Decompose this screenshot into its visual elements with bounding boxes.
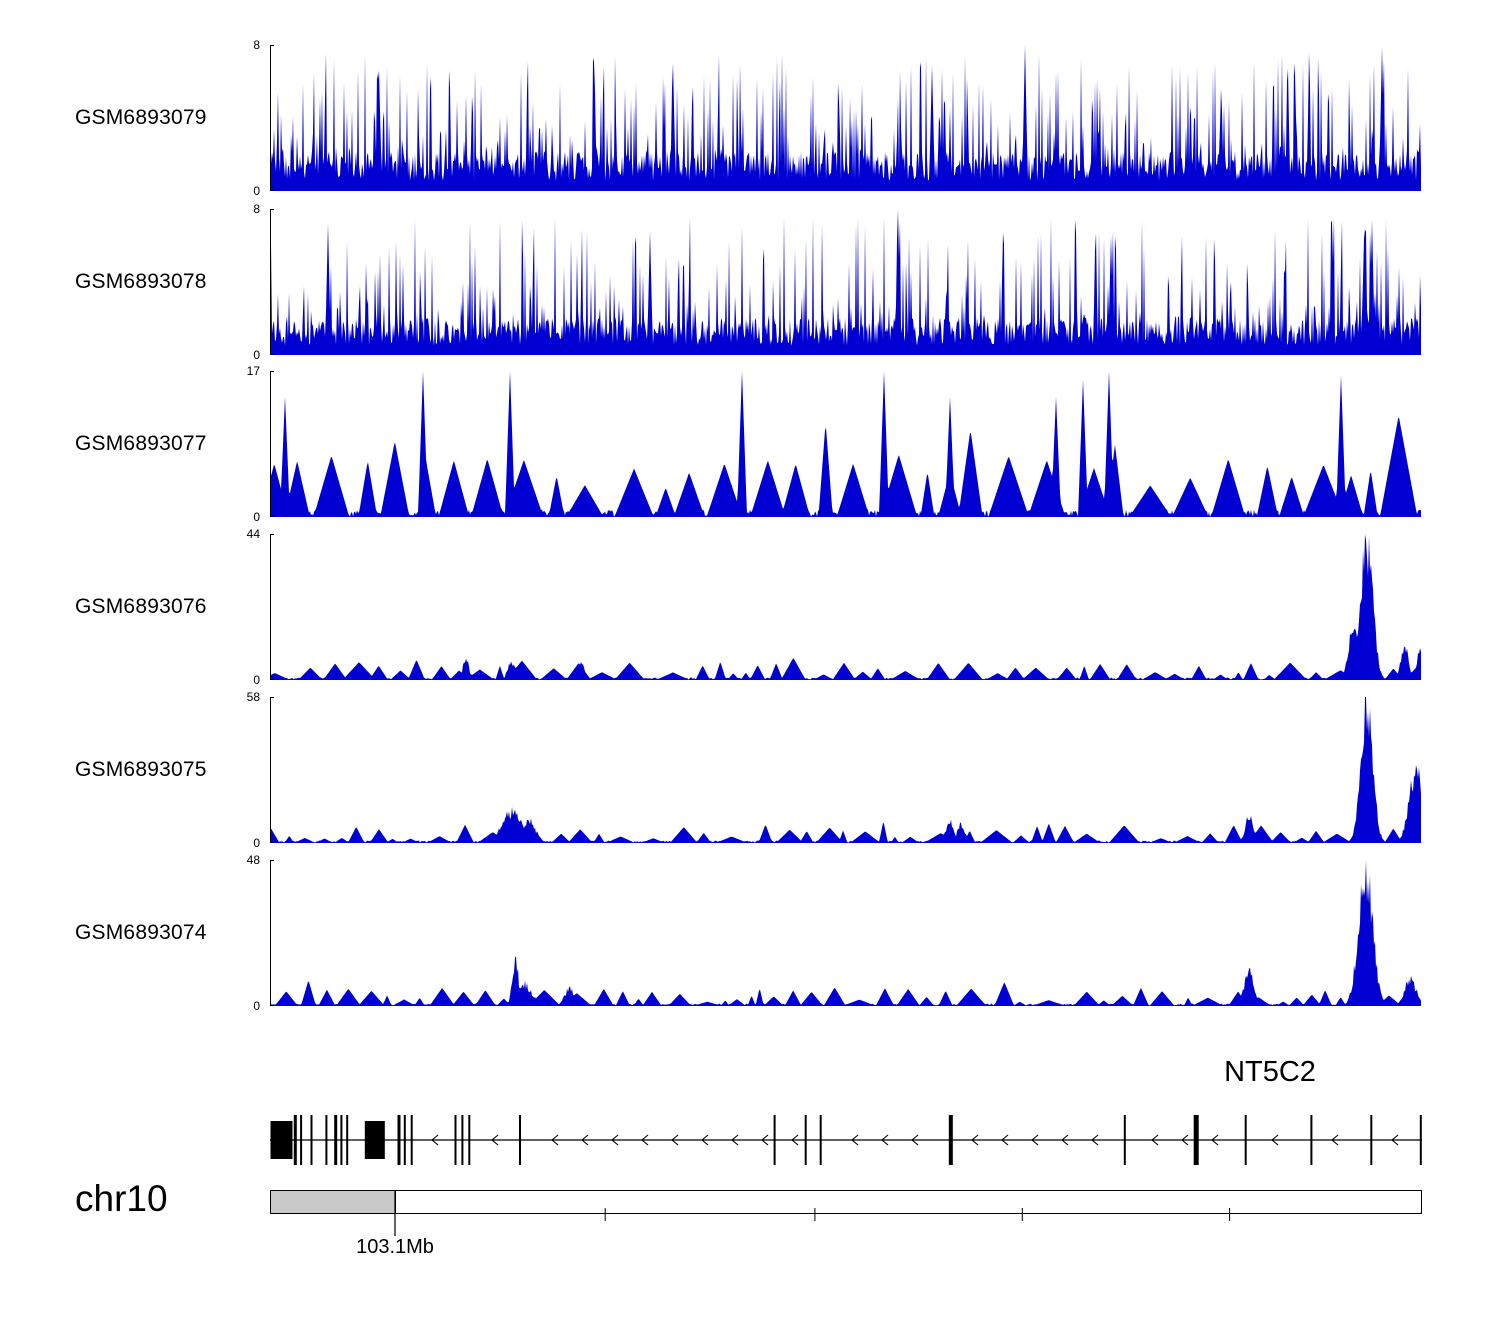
coverage-signal-plot: [270, 45, 1421, 191]
coverage-signal-plot: [270, 209, 1421, 355]
y-axis-zero-label: 0: [253, 673, 260, 687]
track-label: GSM6893075: [75, 758, 207, 781]
chromosome-ruler: [270, 1190, 1422, 1236]
y-axis-max-label: 8: [253, 38, 260, 52]
y-axis-zero-label: 0: [253, 510, 260, 524]
coverage-signal-plot: [270, 534, 1421, 680]
coverage-signal-plot: [270, 371, 1421, 517]
track-row: GSM6893078 8 0: [0, 202, 1500, 362]
chromosome-label: chr10: [75, 1178, 168, 1219]
track-label: GSM6893074: [75, 921, 207, 944]
track-label: GSM6893076: [75, 595, 207, 618]
y-axis-zero-label: 0: [253, 999, 260, 1013]
coverage-signal-plot: [270, 697, 1421, 843]
track-row: GSM6893076 44 0: [0, 527, 1500, 687]
y-axis-max-label: 48: [246, 853, 260, 867]
position-label: 103.1Mb: [356, 1236, 434, 1258]
track-row: GSM6893079 8 0: [0, 38, 1500, 198]
y-axis-max-label: 58: [246, 690, 260, 704]
y-axis-max-label: 8: [253, 202, 260, 216]
y-axis-zero-label: 0: [253, 836, 260, 850]
y-axis-max-label: 17: [246, 364, 260, 378]
y-axis-zero-label: 0: [253, 348, 260, 362]
track-label: GSM6893077: [75, 432, 207, 455]
gene-model-track: [270, 1115, 1422, 1165]
y-axis-max-label: 44: [246, 527, 260, 541]
track-label: GSM6893078: [75, 270, 207, 293]
track-label: GSM6893079: [75, 106, 207, 129]
coverage-signal-plot: [270, 860, 1421, 1006]
track-row: GSM6893077 17 0: [0, 364, 1500, 524]
track-row: GSM6893075 58 0: [0, 690, 1500, 850]
track-row: GSM6893074 48 0: [0, 853, 1500, 1013]
gene-name-label: NT5C2: [1224, 1056, 1316, 1088]
y-axis-zero-label: 0: [253, 184, 260, 198]
